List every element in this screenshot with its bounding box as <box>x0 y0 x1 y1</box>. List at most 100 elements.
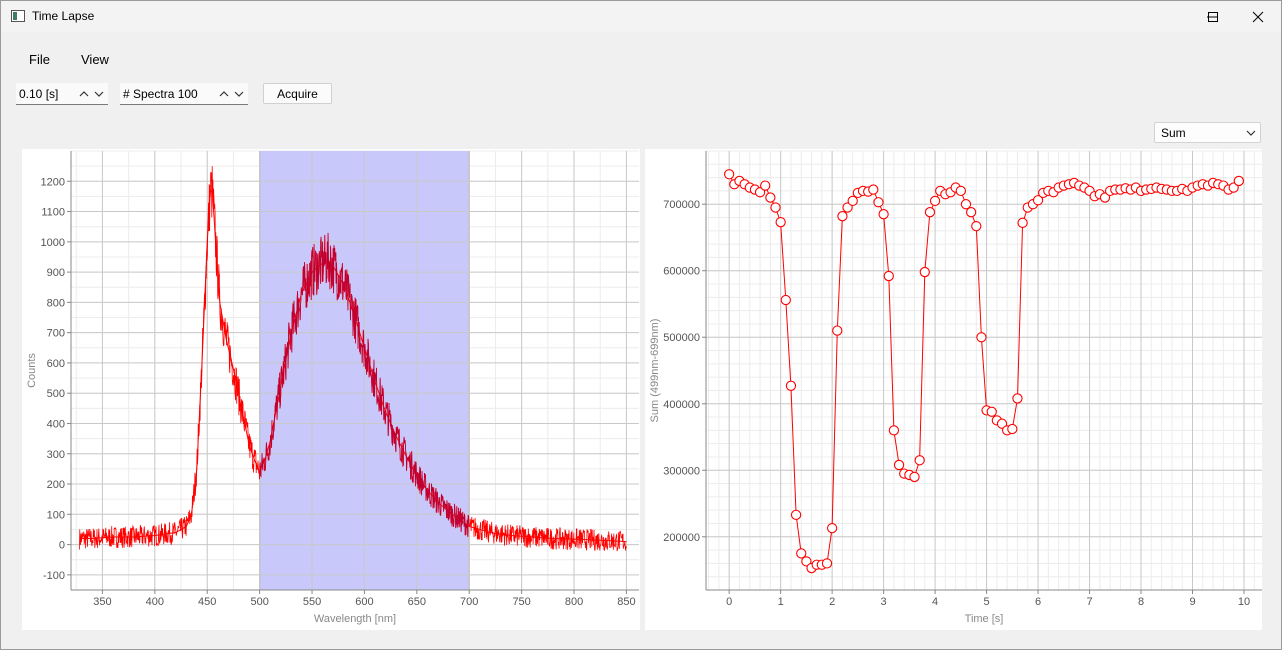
x-tick-label: 4 <box>932 596 938 608</box>
data-point <box>960 199 972 210</box>
y-tick-label: 1200 <box>41 176 65 188</box>
y-tick-label: 1000 <box>41 237 65 249</box>
y-axis-title: Sum (499nm-699nm) <box>649 319 661 423</box>
x-tick-label: 0 <box>726 596 732 608</box>
acquire-button[interactable]: Acquire <box>263 83 332 104</box>
data-point <box>821 558 833 569</box>
data-point <box>1228 182 1239 193</box>
data-point <box>971 221 982 232</box>
y-tick-label: 500000 <box>663 332 700 344</box>
data-point <box>893 459 905 471</box>
data-point <box>765 192 776 203</box>
maximize-button[interactable] <box>1190 1 1236 32</box>
x-tick-label: 800 <box>565 596 583 608</box>
data-point <box>724 169 735 180</box>
y-tick-label: 400 <box>47 418 65 430</box>
spectrum-chart[interactable]: 350 400 450 500 550 600 650 700 750 800 850 -100 0 10… <box>22 149 640 630</box>
data-point <box>986 406 997 417</box>
y-tick-label: 700000 <box>663 199 700 211</box>
data-point <box>929 195 941 207</box>
menu-file[interactable]: File <box>29 52 50 67</box>
x-tick-label: 8 <box>1138 596 1144 608</box>
x-tick-label: 500 <box>250 596 268 608</box>
exposure-value: 0.10 [s] <box>19 87 59 101</box>
x-tick-label: 6 <box>1035 596 1041 608</box>
data-point <box>996 418 1008 429</box>
app-window-icon <box>11 10 25 22</box>
close-button[interactable] <box>1235 1 1281 32</box>
y-axis-title: Counts <box>26 353 38 388</box>
x-tick-label: 850 <box>617 596 635 608</box>
close-icon <box>1252 11 1264 22</box>
data-point <box>832 325 843 336</box>
data-point <box>785 380 797 391</box>
x-tick-label: 650 <box>408 596 426 608</box>
y-tick-label: 1100 <box>41 207 65 219</box>
y-tick-label: 300 <box>47 449 65 461</box>
window-title: Time Lapse <box>32 9 95 23</box>
x-tick-label: 750 <box>512 596 530 608</box>
y-tick-label: 900 <box>47 267 65 279</box>
y-tick-label: 200000 <box>663 532 700 544</box>
exposure-spinner[interactable]: 0.10 [s] <box>16 83 108 105</box>
data-point <box>754 187 766 198</box>
timelapse-chart-panel[interactable]: 0 1 2 3 4 5 6 7 8 9 10 200000 300000 400000 500000 6000… <box>645 149 1262 630</box>
data-point <box>837 211 848 222</box>
data-point <box>878 209 889 220</box>
data-point <box>868 184 879 195</box>
y-tick-label: 400000 <box>663 399 700 411</box>
data-point <box>1032 195 1044 206</box>
x-axis-title: Wavelength [nm] <box>314 613 396 625</box>
data-point <box>1012 393 1023 404</box>
data-point <box>914 455 925 466</box>
y-tick-label: 500 <box>47 388 65 400</box>
data-point <box>770 202 781 213</box>
x-tick-label: 700 <box>460 596 478 608</box>
data-point <box>760 180 771 191</box>
data-point <box>955 185 966 197</box>
title-bar[interactable]: Time Lapse <box>1 1 1281 32</box>
x-tick-label: 350 <box>93 596 111 608</box>
y-tick-label: 300000 <box>663 465 700 477</box>
chevron-down-icon <box>1246 130 1256 136</box>
data-point <box>883 270 894 282</box>
data-point <box>1017 217 1028 228</box>
data-point <box>924 207 936 218</box>
spectra-count-spinner[interactable]: # Spectra 100 <box>120 83 248 105</box>
x-tick-label: 400 <box>146 596 164 608</box>
data-point <box>976 332 987 343</box>
y-tick-label: 800 <box>47 297 65 309</box>
data-point <box>780 294 791 306</box>
spectrum-chart-panel[interactable]: 350 400 450 500 550 600 650 700 750 800 850 -100 0 10… <box>22 149 640 630</box>
spinner-arrows-icon[interactable] <box>78 86 106 102</box>
y-tick-label: -100 <box>43 570 65 582</box>
data-point <box>842 202 853 213</box>
series-line <box>728 174 1240 569</box>
timelapse-chart[interactable]: 0 1 2 3 4 5 6 7 8 9 10 200000 300000 400000 500000 6000… <box>645 149 1262 630</box>
x-tick-label: 1 <box>778 596 784 608</box>
x-tick-label: 450 <box>198 596 216 608</box>
y-tick-label: 700 <box>47 328 65 340</box>
x-tick-label: 3 <box>881 596 887 608</box>
data-point <box>790 509 802 520</box>
maximize-icon <box>1208 11 1218 22</box>
data-point <box>847 195 858 207</box>
data-point <box>1233 175 1244 187</box>
data-point <box>965 207 977 218</box>
x-tick-label: 600 <box>355 596 373 608</box>
mode-select[interactable]: Sum <box>1154 122 1261 143</box>
y-tick-label: 600 <box>47 358 65 370</box>
y-tick-label: 600000 <box>663 266 700 278</box>
data-point <box>873 197 884 208</box>
menu-view[interactable]: View <box>81 52 109 67</box>
data-point <box>919 266 930 278</box>
data-point <box>888 425 900 436</box>
mode-select-value: Sum <box>1161 126 1186 140</box>
spinner-arrows-icon[interactable] <box>218 86 246 102</box>
x-tick-label: 550 <box>303 596 321 608</box>
data-point <box>1007 423 1018 435</box>
x-tick-label: 9 <box>1189 596 1195 608</box>
x-tick-label: 10 <box>1238 596 1250 608</box>
data-point <box>909 471 920 483</box>
data-point <box>1099 192 1111 203</box>
